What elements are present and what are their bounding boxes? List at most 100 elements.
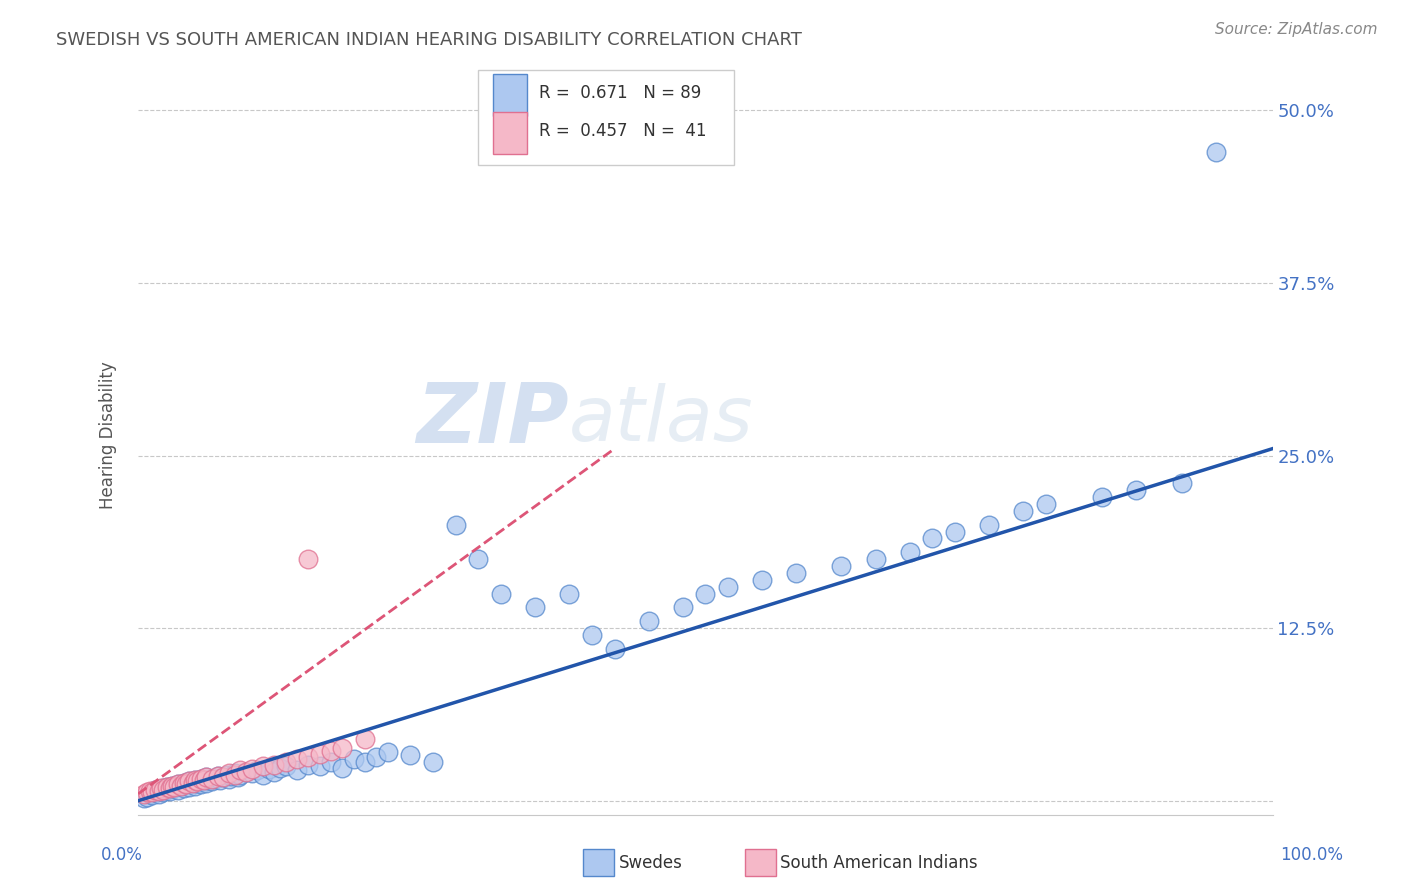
Point xyxy=(366,749,388,764)
Point xyxy=(1205,145,1227,159)
Point xyxy=(269,761,291,775)
Point xyxy=(524,600,547,615)
Point xyxy=(246,764,269,778)
Point xyxy=(207,769,229,783)
Point xyxy=(167,777,190,791)
Point xyxy=(186,774,208,789)
Point xyxy=(132,787,155,801)
Point xyxy=(190,777,212,791)
Point xyxy=(1091,490,1114,504)
Point xyxy=(197,772,219,787)
Point xyxy=(240,762,263,776)
Point xyxy=(717,580,740,594)
Point xyxy=(190,772,212,786)
Point xyxy=(184,772,207,787)
Point xyxy=(219,769,242,783)
Point xyxy=(143,782,166,797)
FancyBboxPatch shape xyxy=(494,74,527,116)
Point xyxy=(308,747,330,761)
Point xyxy=(1125,483,1147,497)
Point xyxy=(170,779,193,793)
Point xyxy=(190,772,212,786)
Point xyxy=(152,785,174,799)
Text: 100.0%: 100.0% xyxy=(1279,846,1343,863)
Point xyxy=(170,779,193,793)
Point xyxy=(1171,476,1194,491)
Point xyxy=(179,780,201,794)
Point xyxy=(218,772,240,786)
Point xyxy=(212,770,235,784)
Point xyxy=(167,777,190,791)
Point xyxy=(193,774,215,789)
Point xyxy=(143,782,166,797)
Point xyxy=(274,759,297,773)
Point xyxy=(399,748,422,763)
Point xyxy=(212,770,235,784)
Point xyxy=(149,781,172,796)
Point xyxy=(603,641,626,656)
Point xyxy=(184,779,207,793)
Point xyxy=(141,785,163,799)
Point xyxy=(898,545,921,559)
Point xyxy=(297,552,319,566)
Point xyxy=(155,780,177,794)
Point xyxy=(354,731,377,746)
Point xyxy=(672,600,695,615)
Point xyxy=(195,776,218,790)
Point xyxy=(308,759,330,773)
Point xyxy=(319,744,342,758)
Point xyxy=(240,766,263,780)
Point xyxy=(558,587,581,601)
FancyBboxPatch shape xyxy=(494,112,527,153)
Point xyxy=(138,787,160,801)
Point xyxy=(422,755,444,769)
Point xyxy=(173,776,195,790)
Point xyxy=(174,777,197,791)
Point xyxy=(297,757,319,772)
Point xyxy=(155,782,177,797)
Point xyxy=(229,764,252,778)
Point xyxy=(319,755,342,769)
Text: South American Indians: South American Indians xyxy=(780,854,979,871)
Point xyxy=(377,746,399,760)
Text: ZIP: ZIP xyxy=(416,379,569,460)
Point xyxy=(229,767,252,781)
Point xyxy=(152,782,174,797)
Point xyxy=(830,559,852,574)
Point xyxy=(163,780,186,794)
Point xyxy=(152,781,174,796)
Point xyxy=(1012,504,1035,518)
Point xyxy=(332,761,354,775)
Point xyxy=(201,772,224,786)
Point xyxy=(581,628,603,642)
Point xyxy=(467,552,489,566)
Point xyxy=(785,566,807,580)
Text: Swedes: Swedes xyxy=(619,854,682,871)
Point xyxy=(224,766,246,780)
Point xyxy=(149,784,172,798)
Text: SWEDISH VS SOUTH AMERICAN INDIAN HEARING DISABILITY CORRELATION CHART: SWEDISH VS SOUTH AMERICAN INDIAN HEARING… xyxy=(56,31,801,49)
Point xyxy=(285,752,308,766)
Point xyxy=(138,784,160,798)
Point xyxy=(343,752,366,766)
Point xyxy=(218,766,240,780)
Point xyxy=(215,767,238,781)
Point xyxy=(159,781,181,796)
Point xyxy=(148,787,170,801)
Point xyxy=(181,776,204,790)
Point xyxy=(160,779,183,793)
Point xyxy=(285,764,308,778)
Point xyxy=(132,791,155,805)
Point xyxy=(148,784,170,798)
Point xyxy=(489,587,512,601)
Point xyxy=(1035,497,1057,511)
FancyBboxPatch shape xyxy=(478,70,734,165)
Text: 0.0%: 0.0% xyxy=(101,846,143,863)
Point xyxy=(751,573,773,587)
Text: R =  0.671   N = 89: R = 0.671 N = 89 xyxy=(538,84,700,102)
Point xyxy=(173,776,195,790)
Point xyxy=(167,782,190,797)
Point xyxy=(193,772,215,787)
Point xyxy=(174,777,197,791)
Point xyxy=(257,762,280,776)
